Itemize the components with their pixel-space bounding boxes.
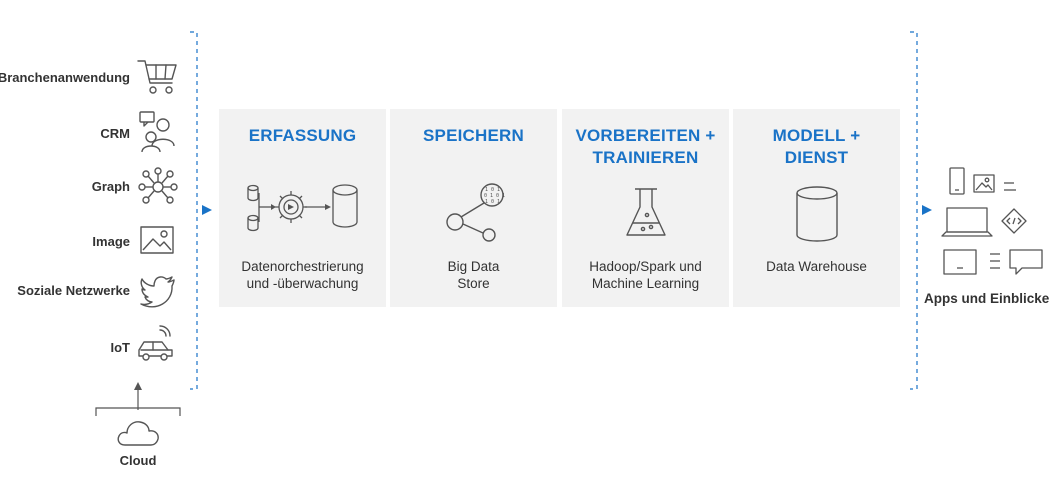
svg-text:1 0 1: 1 0 1 <box>485 187 500 193</box>
source-label-crm: CRM <box>100 126 130 141</box>
desc-line-1: Datenorchestrierung <box>241 259 364 274</box>
source-label-iot: IoT <box>110 340 131 355</box>
cloud-connector <box>95 382 181 416</box>
left-bracket <box>190 31 212 390</box>
connected-car-icon <box>138 325 173 361</box>
cloud-icon <box>117 421 159 446</box>
stage-panel-modell: MODELL + DIENST Data Warehouse <box>733 109 900 307</box>
desc-line-2: Machine Learning <box>591 276 700 291</box>
stage-title-erfassung: ERFASSUNG <box>248 126 357 145</box>
big-data-store-icon: 1 0 10 1 0 11 0 1 <box>446 183 505 242</box>
stage-desc-erfassung: Datenorchestrierung und -überwachung <box>219 258 386 292</box>
stage-panel-erfassung: ERFASSUNG Datenorchestrierung und -überw… <box>219 109 386 307</box>
title-line-2: TRAINIEREN <box>592 148 699 167</box>
stage-desc-speichern: Big Data Store <box>390 258 557 292</box>
apps-devices-icon <box>941 167 1043 275</box>
desc-line-1: Data Warehouse <box>766 259 867 274</box>
source-label-image: Image <box>92 234 130 249</box>
source-label-branchenanwendung: Branchenanwendung <box>0 70 130 85</box>
stage-panel-vorbereiten: VORBEREITEN + TRAINIEREN Hadoop/Spark un… <box>562 109 729 307</box>
svg-text:1 0 1: 1 0 1 <box>485 199 500 205</box>
svg-text:0 1 0 1: 0 1 0 1 <box>484 193 505 199</box>
stage-desc-vorbereiten: Hadoop/Spark und Machine Learning <box>562 258 729 292</box>
title-line-1: MODELL + <box>772 126 861 145</box>
source-label-soziale-netzwerke: Soziale Netzwerke <box>17 283 130 298</box>
desc-line-2: und -überwachung <box>246 276 359 291</box>
cloud-label: Cloud <box>119 453 157 468</box>
desc-line-1: Big Data <box>447 259 500 274</box>
stage-title-modell: MODELL + DIENST <box>733 125 900 169</box>
image-icon <box>140 226 174 254</box>
title-line-1: VORBEREITEN + <box>575 126 716 145</box>
flask-icon <box>626 188 666 236</box>
shopping-cart-icon <box>137 60 177 94</box>
twitter-bird-icon <box>140 276 175 308</box>
graph-network-icon <box>138 167 178 204</box>
stage-title-speichern: SPEICHERN <box>423 126 524 145</box>
database-cylinder-icon <box>796 186 838 242</box>
output-label: Apps und Einblicke <box>924 291 1050 306</box>
stage-desc-modell: Data Warehouse <box>733 258 900 275</box>
source-label-graph: Graph <box>91 179 130 194</box>
desc-line-1: Hadoop/Spark und <box>589 259 702 274</box>
right-bracket <box>910 31 932 390</box>
title-line-2: DIENST <box>784 148 849 167</box>
desc-line-2: Store <box>457 276 490 291</box>
stage-title-vorbereiten: VORBEREITEN + TRAINIEREN <box>562 125 729 169</box>
crm-users-icon <box>139 111 175 153</box>
orchestration-icon <box>247 184 358 232</box>
